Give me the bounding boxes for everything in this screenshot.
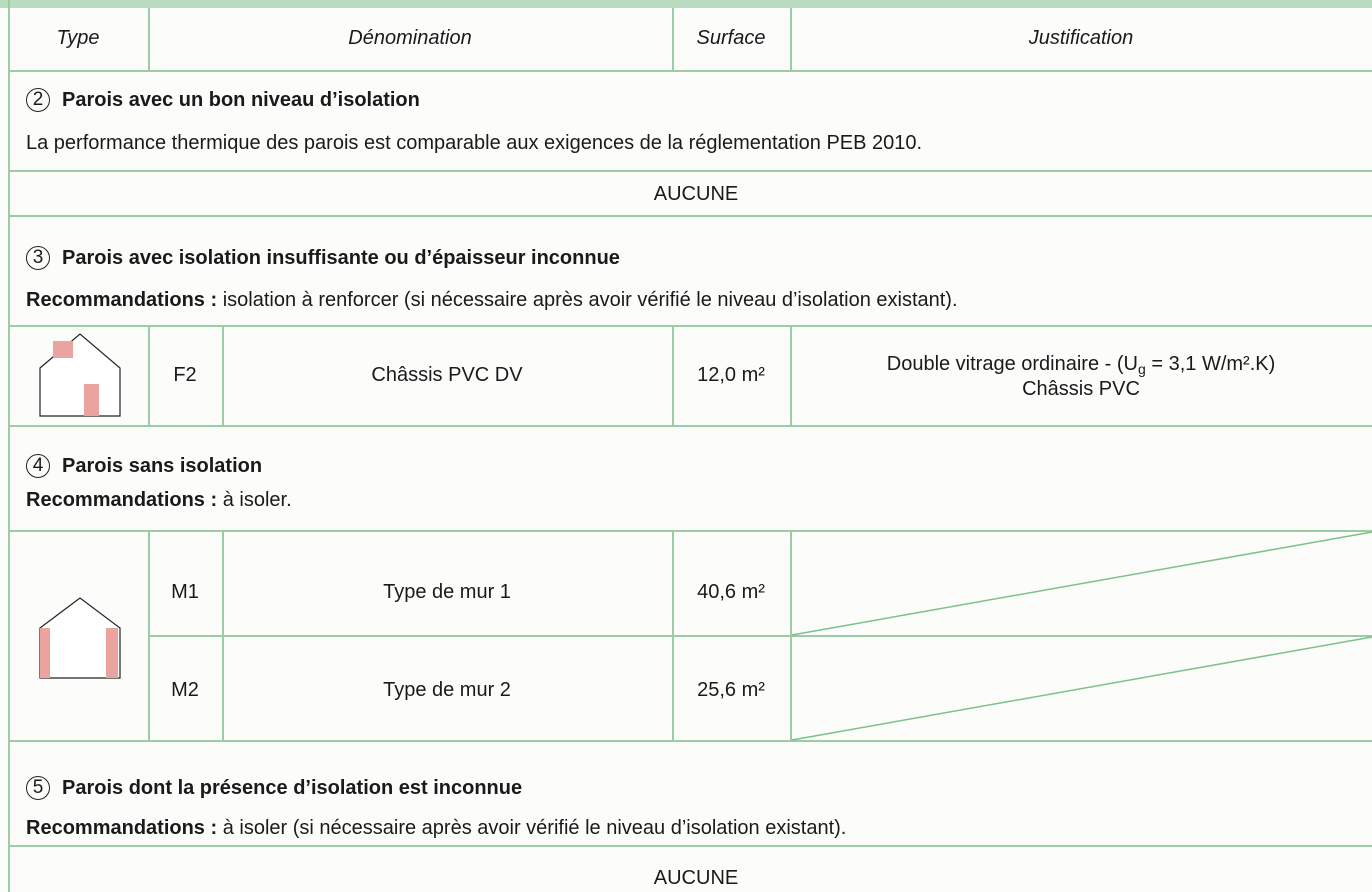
strike-line xyxy=(791,636,1372,741)
recommendation-text: à isoler. xyxy=(222,489,292,511)
recommendation: Recommandations : à isoler. xyxy=(26,488,292,512)
section-number: 3 xyxy=(26,246,50,270)
code: M1 xyxy=(171,581,199,603)
text: = 3,1 W/m².K) xyxy=(1151,353,1276,375)
empty-note: AUCUNE xyxy=(653,183,739,205)
subscript: g xyxy=(1137,361,1146,377)
rule xyxy=(8,740,1372,742)
rule xyxy=(8,845,1372,847)
header-cell: Justification xyxy=(1028,27,1134,49)
rule xyxy=(8,70,1372,72)
rule xyxy=(8,325,1372,327)
col-rule xyxy=(790,325,792,425)
col-rule xyxy=(790,8,792,70)
rule xyxy=(8,530,1372,532)
denomination: Type de mur 2 xyxy=(383,679,511,701)
header-cell: Dénomination xyxy=(348,27,472,49)
header-cell: Surface xyxy=(696,27,766,49)
rule xyxy=(148,635,1372,637)
rule xyxy=(8,170,1372,172)
strike-line xyxy=(791,531,1372,636)
section-title: Parois avec un bon niveau d’isolation xyxy=(62,89,420,111)
denomination: Type de mur 1 xyxy=(383,581,511,603)
code: F2 xyxy=(173,364,197,386)
justification-line: Double vitrage ordinaire - (Ug = 3,1 W/m… xyxy=(887,352,1276,381)
col-rule xyxy=(148,325,150,425)
surface: 40,6 m² xyxy=(697,581,765,603)
rule xyxy=(8,215,1372,217)
recommendation-label: Recommandations : xyxy=(26,817,218,839)
text: Double vitrage ordinaire - (U xyxy=(886,353,1138,375)
header-cell: Type xyxy=(56,27,100,49)
window-icon xyxy=(39,333,121,417)
justification-line: Châssis PVC xyxy=(1022,378,1140,400)
col-rule xyxy=(672,530,674,740)
section-title: Parois sans isolation xyxy=(62,455,263,477)
surface: 12,0 m² xyxy=(697,364,765,386)
surface: 25,6 m² xyxy=(697,679,765,701)
empty-note: AUCUNE xyxy=(653,867,739,889)
section-number: 5 xyxy=(26,776,50,800)
top-band xyxy=(0,0,1372,8)
section-title: Parois avec isolation insuffisante ou d’… xyxy=(62,247,620,269)
col-rule xyxy=(222,325,224,425)
col-rule xyxy=(148,8,150,70)
col-rule xyxy=(222,530,224,740)
left-border xyxy=(8,0,10,892)
section-number: 4 xyxy=(26,454,50,478)
section-number: 2 xyxy=(26,88,50,112)
col-rule xyxy=(672,325,674,425)
recommendation-label: Recommandations : xyxy=(26,489,218,511)
wall-icon xyxy=(39,597,121,679)
recommendation: Recommandations : à isoler (si nécessair… xyxy=(26,816,846,840)
col-rule xyxy=(148,530,150,740)
recommendation-label: Recommandations : xyxy=(26,289,218,311)
recommendation: Recommandations : isolation à renforcer … xyxy=(26,288,958,312)
denomination: Châssis PVC DV xyxy=(371,364,523,386)
recommendation-text: isolation à renforcer (si nécessaire apr… xyxy=(222,289,958,311)
col-rule xyxy=(672,8,674,70)
rule xyxy=(8,425,1372,427)
code: M2 xyxy=(171,679,199,701)
col-rule xyxy=(790,530,792,740)
recommendation-text: à isoler (si nécessaire après avoir véri… xyxy=(222,817,847,839)
section-description: La performance thermique des parois est … xyxy=(26,132,923,154)
section-title: Parois dont la présence d’isolation est … xyxy=(62,777,523,799)
